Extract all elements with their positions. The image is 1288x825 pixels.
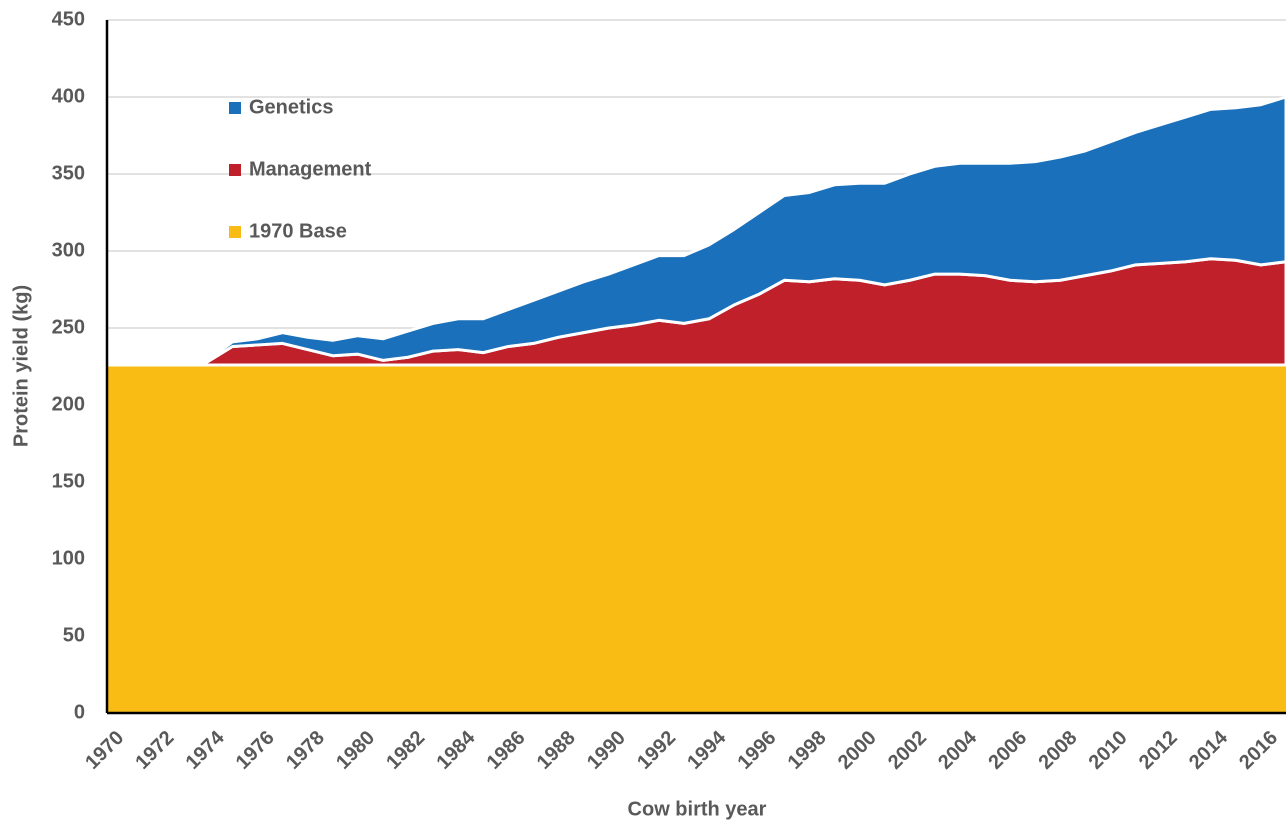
x-tick-label: 2010 [1085,727,1132,774]
x-tick-label: 2002 [884,727,931,774]
area [105,95,1288,367]
y-tick-label: 450 [52,8,85,30]
y-tick-label: 400 [52,85,85,107]
y-axis-label: Protein yield (kg) [10,285,32,447]
x-tick-label: 1990 [583,727,630,774]
y-tick-label: 250 [52,316,85,338]
x-tick-label: 1992 [633,727,680,774]
y-tick-label: 150 [52,470,85,492]
x-tick-label: 2000 [834,727,881,774]
x-tick-label: 2008 [1034,727,1081,774]
x-tick-label: 2004 [934,726,982,774]
x-tick-label: 1972 [131,727,178,774]
x-tick-label: 1978 [282,727,329,774]
legend-label: Genetics [249,96,333,118]
x-tick-label: 1970 [81,727,128,774]
x-tick-label: 2016 [1235,727,1282,774]
x-tick-label: 1980 [332,727,379,774]
x-tick-label: 1994 [683,726,731,774]
x-axis-label: Cow birth year [628,798,767,820]
y-tick-label: 50 [63,624,85,646]
x-tick-label: 1998 [784,727,831,774]
x-tick-label: 1982 [382,727,429,774]
y-tick-label: 0 [74,701,85,723]
x-tick-label: 1986 [483,727,530,774]
x-tick-label: 2014 [1185,726,1233,774]
x-tick-label: 1988 [533,727,580,774]
legend-swatch [229,102,241,114]
legend-label: 1970 Base [249,220,347,242]
y-tick-label: 300 [52,239,85,261]
legend-swatch [229,226,241,238]
x-tick-label: 2012 [1135,727,1182,774]
x-tick-label: 1976 [232,727,279,774]
y-tick-label: 350 [52,162,85,184]
legend-swatch [229,164,241,176]
x-tick-label: 1996 [733,727,780,774]
x-tick-label: 1974 [182,726,230,774]
area [107,364,1286,713]
y-tick-label: 100 [52,547,85,569]
x-tick-label: 1984 [432,726,480,774]
legend-label: Management [249,158,372,180]
x-tick-label: 2006 [984,727,1031,774]
y-tick-label: 200 [52,393,85,415]
